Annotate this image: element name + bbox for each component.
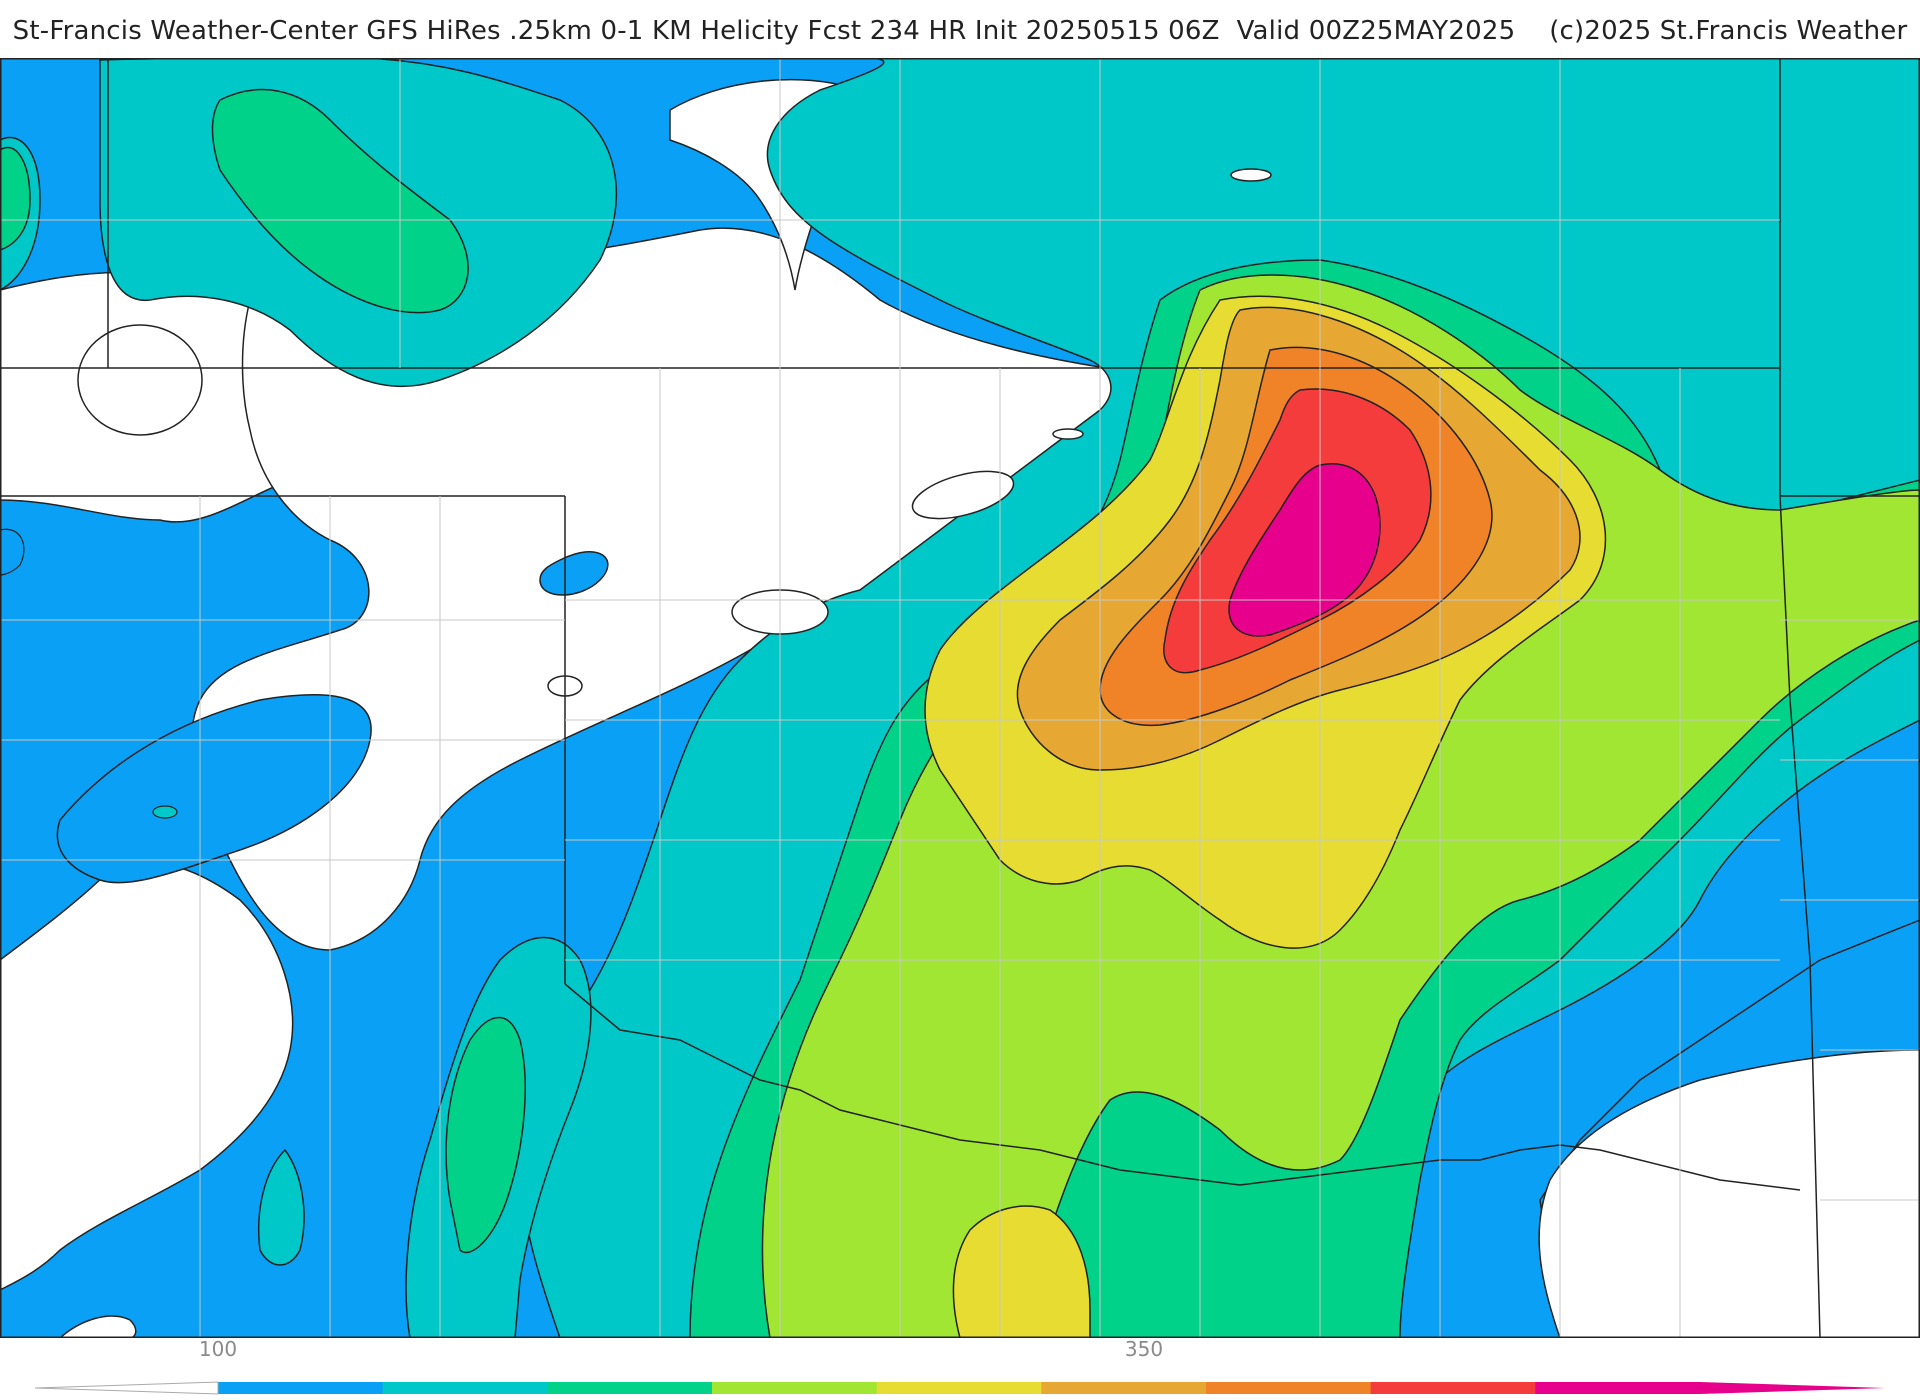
colorbar-band (1535, 1382, 1701, 1394)
colorbar-right-arrow (1700, 1382, 1885, 1394)
colorbar-bands (218, 1382, 1701, 1394)
county-lines (0, 58, 1920, 1338)
contour-ring (257, 1148, 305, 1266)
map-frame (0, 58, 1920, 1338)
helicity-map (0, 58, 1920, 1338)
helicity-band-3-southwest (445, 1016, 526, 1254)
colorbar-band (1206, 1382, 1372, 1394)
contour-ring (1052, 428, 1084, 440)
contour-ring (911, 470, 1015, 520)
helicity-band-9 (1228, 463, 1381, 637)
colorbar-band (1041, 1382, 1207, 1394)
colorbar-band (218, 1382, 384, 1394)
colorbar-band (382, 1382, 548, 1394)
helicity-band-3-west-edge (0, 146, 31, 251)
colorbar-band (712, 1382, 878, 1394)
colorbar-left-arrow (34, 1381, 219, 1395)
contour-ring (539, 551, 609, 596)
colorbar-band (1370, 1382, 1536, 1394)
colorbar-band (547, 1382, 713, 1394)
colorbar-label: 100 (199, 1337, 237, 1361)
colorbar-band (876, 1382, 1042, 1394)
map-title: St-Francis Weather-Center GFS HiRes .25k… (12, 16, 1908, 46)
colorbar-label: 350 (1125, 1337, 1163, 1361)
contour-ring (1230, 168, 1272, 182)
colorbar: 100 350 (34, 1337, 1885, 1395)
helicity-band-5-south (952, 1205, 1091, 1338)
contour-ring (77, 324, 203, 436)
contour-ring (152, 805, 178, 819)
low-helicity-area-southeast (1538, 1049, 1920, 1338)
helicity-band-3-northwest (211, 88, 469, 314)
